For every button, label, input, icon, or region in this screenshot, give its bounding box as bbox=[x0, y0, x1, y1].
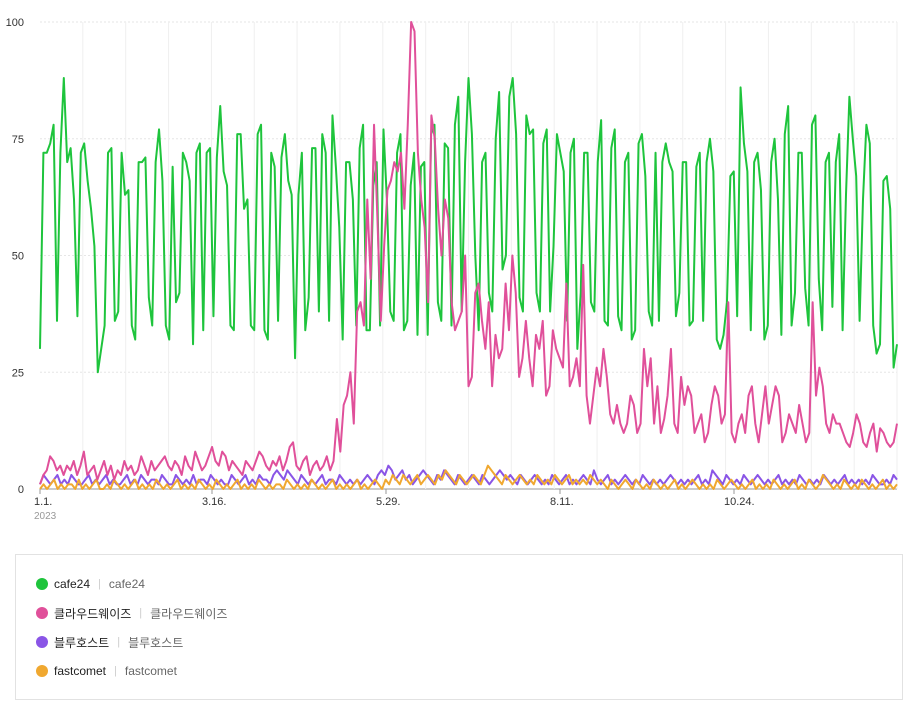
series-line-bluehost bbox=[39, 464, 898, 486]
x-tick-label: 1.1. bbox=[34, 496, 52, 508]
y-tick-label: 50 bbox=[12, 251, 24, 263]
legend-item-cafe24[interactable]: cafe24 | cafe24 bbox=[36, 575, 145, 593]
legend-dot-icon bbox=[36, 665, 48, 677]
legend-sublabel: 클라우드웨이즈 bbox=[150, 606, 228, 621]
x-year-label: 2023 bbox=[34, 511, 57, 522]
legend-item-bluehost[interactable]: 블루호스트 | 블루호스트 bbox=[36, 633, 183, 651]
legend-separator: | bbox=[139, 607, 143, 619]
y-tick-label: 25 bbox=[12, 367, 24, 379]
legend-sublabel: 블루호스트 bbox=[128, 635, 184, 650]
legend-item-cloudways[interactable]: 클라우드웨이즈 | 클라우드웨이즈 bbox=[36, 604, 227, 622]
legend-dot-icon bbox=[36, 607, 48, 619]
axes: 0 25 50 75 100 1.1. 3.16. 5.29. 8.11. 10.24. 2023 bbox=[6, 17, 755, 522]
y-tick-label: 100 bbox=[6, 17, 24, 29]
legend-separator: | bbox=[114, 665, 117, 677]
y-tick-label: 75 bbox=[12, 134, 24, 146]
legend-separator: | bbox=[98, 578, 101, 590]
x-tick-label: 8.11. bbox=[550, 496, 574, 508]
line-chart: 0 25 50 75 100 1.1. 3.16. 5.29. 8.11. 10.24. 2023 bbox=[6, 17, 898, 522]
legend-sublabel: fastcomet bbox=[124, 664, 177, 678]
series-line-fastcomet bbox=[39, 464, 898, 490]
legend-sublabel: cafe24 bbox=[108, 577, 145, 591]
legend-item-fastcomet[interactable]: fastcomet | fastcomet bbox=[36, 662, 177, 680]
x-tick-label: 3.16. bbox=[202, 496, 226, 508]
legend-dot-icon bbox=[36, 636, 48, 648]
series-line-cloudways bbox=[39, 21, 898, 485]
x-tick-label: 5.29. bbox=[376, 496, 400, 508]
y-tick-label: 0 bbox=[18, 484, 24, 496]
legend-label: cafe24 bbox=[54, 577, 91, 591]
series-lines bbox=[39, 21, 898, 490]
x-tick-label: 10.24. bbox=[724, 496, 755, 508]
legend-label: fastcomet bbox=[54, 664, 107, 678]
legend-label: 클라우드웨이즈 bbox=[54, 606, 132, 621]
legend: cafe24 | cafe24 클라우드웨이즈 | 클라우드웨이즈 블루호스트 … bbox=[15, 554, 903, 700]
legend-dot-icon bbox=[36, 578, 48, 590]
legend-separator: | bbox=[117, 636, 121, 648]
legend-label: 블루호스트 bbox=[54, 635, 110, 650]
series-line-cafe24 bbox=[39, 77, 898, 374]
